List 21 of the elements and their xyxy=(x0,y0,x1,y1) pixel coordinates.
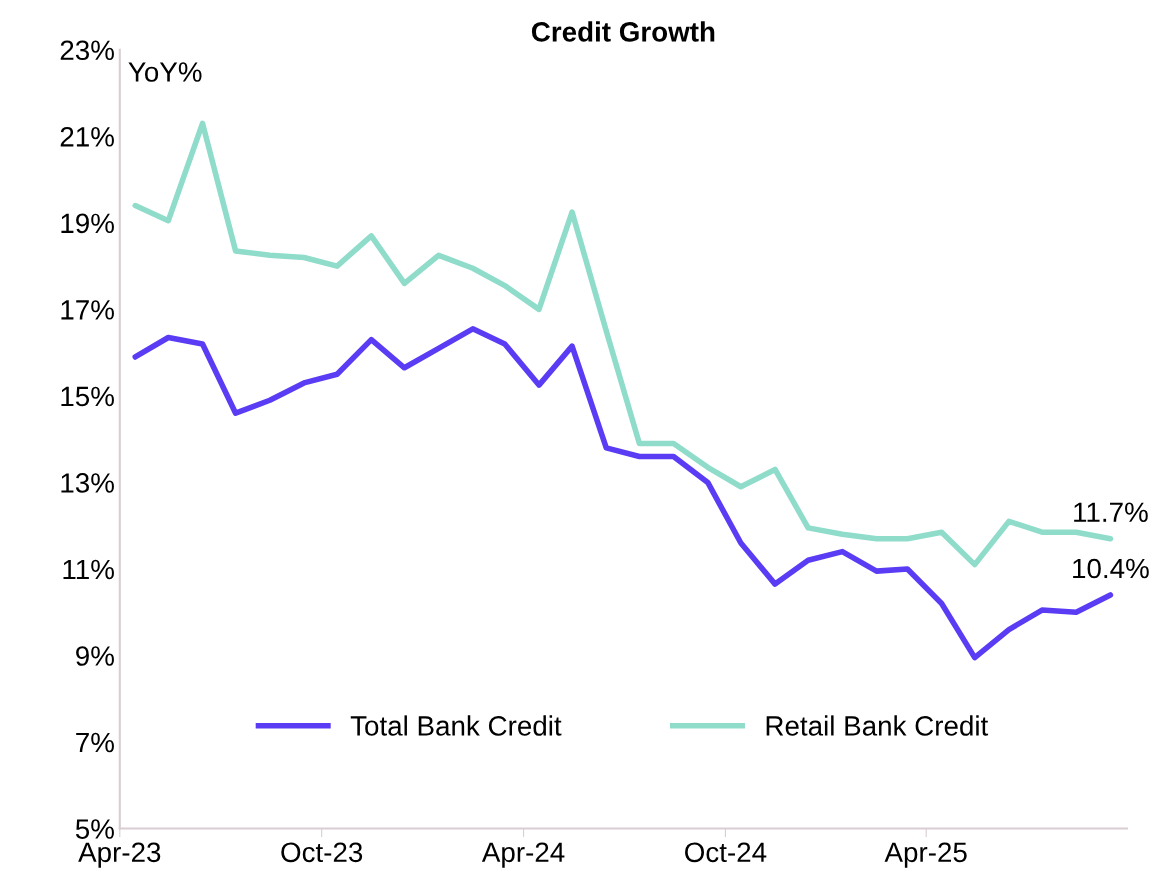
y-tick-label: 7% xyxy=(76,732,114,753)
y-tick-label: 23% xyxy=(60,40,114,61)
y-tick-label: 15% xyxy=(61,386,114,407)
y-tick-label: 19% xyxy=(61,213,114,234)
x-tick-label: Oct-24 xyxy=(685,842,767,863)
annotation: YoY% xyxy=(128,62,202,82)
y-tick-label: 21% xyxy=(60,126,114,147)
legend-label: Total Bank Credit xyxy=(350,715,562,736)
y-tick-label: 17% xyxy=(61,300,114,320)
y-tick-label: 9% xyxy=(76,646,114,666)
x-tick-label: Apr-25 xyxy=(884,842,967,868)
x-tick-label: Apr-23 xyxy=(78,842,161,868)
annotation: 11.7% xyxy=(1074,502,1148,522)
y-tick-label: 13% xyxy=(61,473,114,493)
y-tick-label: 11% xyxy=(63,559,114,580)
x-tick-label: Oct-23 xyxy=(281,842,363,863)
legend-label: Retail Bank Credit xyxy=(766,715,989,736)
annotation: 10.4% xyxy=(1073,558,1149,579)
y-tick-label: 5% xyxy=(75,819,114,839)
x-tick-label: Apr-24 xyxy=(481,842,565,868)
chart-title: Credit Growth xyxy=(531,21,715,42)
